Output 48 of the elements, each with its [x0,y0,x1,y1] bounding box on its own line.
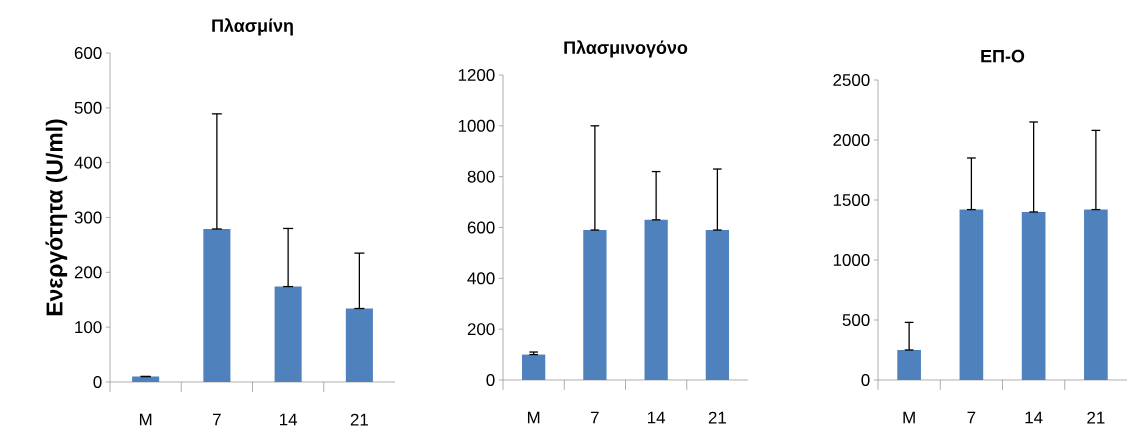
y-tick-label: 300 [74,211,102,224]
y-tick-label: 0 [861,373,870,386]
y-tick-label: 400 [467,272,495,285]
y-tick-label: 500 [842,313,870,326]
bar [132,376,160,382]
y-axis-title: Ενεργότητα (U/ml) [45,119,68,316]
bar [583,230,607,380]
x-tick-label: 21 [350,413,368,426]
bar [959,209,984,380]
x-tick-label: M [139,413,152,426]
chart-title: ΕΠ-Ο [981,49,1025,63]
y-tick-label: 2000 [833,133,870,146]
bar [1021,211,1046,380]
x-tick-label: 7 [967,411,976,424]
y-tick-label: 400 [74,156,102,169]
y-tick-label: 0 [486,373,495,386]
bar [203,229,231,382]
bar [644,219,668,380]
bar [705,230,730,380]
x-tick-label: 21 [708,411,726,424]
y-tick-label: 200 [74,266,102,279]
x-tick-label: M [527,411,540,424]
chart-title: Πλασμίνη [212,18,293,36]
x-tick-label: 21 [1087,411,1105,424]
x-tick-label: 7 [591,411,599,424]
y-tick-label: 600 [467,221,495,234]
x-tick-label: 14 [648,411,666,424]
bar [1084,209,1108,380]
y-tick-label: 500 [74,101,102,114]
y-tick-label: 200 [467,323,495,336]
y-tick-label: 0 [93,375,102,388]
chart-title: Πλασμινογόνο [564,40,688,58]
x-tick-label: 14 [1025,411,1043,424]
x-tick-label: M [903,411,915,424]
x-tick-label: 7 [213,413,221,426]
y-tick-label: 100 [75,321,102,334]
y-tick-label: 1000 [458,119,495,132]
y-tick-label: 1200 [458,68,495,81]
y-tick-label: 1500 [833,193,870,206]
bar [345,308,373,382]
y-tick-label: 2500 [833,73,870,86]
y-tick-label: 800 [467,170,495,183]
y-tick-label: 1000 [833,253,870,266]
bar [897,349,921,380]
bar [522,354,546,380]
x-tick-label: 14 [280,413,298,426]
y-tick-label: 600 [74,46,102,59]
bar [274,286,302,382]
